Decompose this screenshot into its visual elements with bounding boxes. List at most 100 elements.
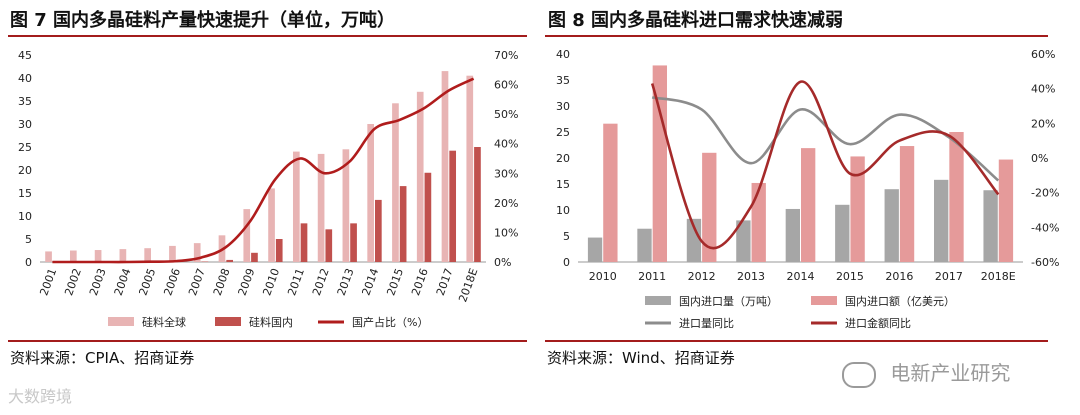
- left-title-rule: [8, 35, 527, 37]
- right-bar-b: [949, 132, 964, 262]
- left-bar-b: [275, 239, 283, 262]
- left-yleft-tick: 10: [18, 210, 32, 223]
- left-bar-b: [474, 147, 481, 262]
- left-x-tick: 2016: [409, 267, 431, 298]
- left-yleft-tick: 5: [25, 233, 32, 246]
- right-x-tick: 2013: [737, 270, 765, 283]
- right-bar-a: [934, 179, 949, 262]
- right-yleft-tick: 5: [563, 230, 570, 243]
- right-x-tick: 2016: [885, 270, 913, 283]
- left-yleft-tick: 15: [18, 187, 32, 200]
- left-bar-a: [193, 243, 201, 262]
- left-x-tick: 2002: [62, 267, 84, 298]
- right-yright-tick: -60%: [1031, 256, 1059, 269]
- left-legend-label: 国产占比（%）: [352, 315, 428, 329]
- right-yright-tick: 40%: [1031, 83, 1055, 96]
- right-bar-a: [884, 189, 899, 262]
- left-x-tick: 2004: [112, 267, 134, 298]
- left-bar-a: [243, 209, 251, 262]
- right-x-tick: 2015: [836, 270, 864, 283]
- right-yleft-tick: 15: [556, 178, 570, 191]
- right-x-tick: 2012: [688, 270, 716, 283]
- watermark-left: 大数跨境: [8, 387, 73, 406]
- right-legend-label: 进口量同比: [679, 317, 734, 330]
- right-bar-b: [751, 182, 766, 262]
- right-bar-a: [835, 204, 850, 262]
- right-legend-swatch: [645, 296, 671, 305]
- left-x-tick: 2011: [285, 267, 307, 298]
- right-yleft-tick: 20: [556, 152, 570, 165]
- right-source-note: 资料来源：Wind、招商证券: [547, 349, 735, 367]
- left-bar-b: [300, 223, 308, 262]
- right-title-rule: [545, 35, 1048, 37]
- left-bar-a: [466, 75, 474, 262]
- left-bar-a: [441, 71, 449, 262]
- left-x-tick: 2006: [161, 267, 183, 298]
- left-bar-b: [399, 186, 407, 262]
- left-yright-tick: 30%: [494, 167, 518, 180]
- left-bar-a: [268, 188, 275, 262]
- left-bar-a: [169, 245, 176, 262]
- left-bar-a: [144, 248, 151, 262]
- left-x-tick: 2008: [211, 267, 233, 298]
- right-bar-a: [785, 208, 800, 262]
- left-yright-tick: 50%: [494, 108, 518, 121]
- left-legend-swatch: [108, 317, 134, 326]
- left-x-tick: 2010: [260, 267, 282, 298]
- left-bar-b: [350, 223, 357, 262]
- left-bar-a: [416, 91, 424, 262]
- left-yleft-tick: 0: [25, 256, 32, 269]
- left-x-tick: 2005: [137, 267, 159, 298]
- left-yleft-tick: 20: [18, 164, 32, 177]
- right-bar-b: [702, 152, 717, 262]
- right-bar-b: [998, 159, 1014, 262]
- right-yright-tick: 0%: [1031, 152, 1048, 165]
- left-yright-tick: 0%: [494, 256, 511, 269]
- left-x-tick: 2007: [186, 267, 208, 298]
- right-chart-title: 图 8 国内多晶硅料进口需求快速减弱: [548, 10, 844, 31]
- right-x-tick: 2018E: [981, 270, 1016, 283]
- left-x-tick: 2018E: [456, 267, 480, 304]
- left-yleft-tick: 35: [18, 95, 32, 108]
- left-bar-b: [226, 259, 234, 262]
- left-bar-a: [292, 151, 300, 262]
- right-yright-tick: 60%: [1031, 48, 1055, 61]
- left-source-rule: [8, 340, 527, 342]
- right-legend-swatch: [811, 296, 837, 305]
- left-bar-b: [449, 150, 457, 262]
- left-bar-b: [325, 229, 333, 262]
- right-yleft-tick: 40: [556, 48, 570, 61]
- left-bar-a: [367, 124, 374, 262]
- left-yleft-tick: 25: [18, 141, 32, 154]
- right-source-rule: [545, 340, 1048, 342]
- right-yleft-tick: 35: [556, 74, 570, 87]
- left-x-tick: 2013: [335, 267, 357, 298]
- left-yleft-tick: 45: [18, 49, 32, 62]
- right-x-tick: 2010: [589, 270, 617, 283]
- left-chart-title: 图 7 国内多晶硅料产量快速提升（单位，万吨）: [10, 10, 396, 31]
- right-yleft-tick: 30: [556, 100, 570, 113]
- right-line-1: [650, 80, 1000, 250]
- right-bar-a: [736, 220, 751, 262]
- left-yleft-tick: 40: [18, 72, 32, 85]
- left-x-tick: 2003: [87, 267, 109, 298]
- watermark-right-text: 电新产业研究: [890, 361, 1011, 385]
- watermark-right: 电新产业研究: [842, 357, 1010, 388]
- right-yleft-tick: 10: [556, 204, 570, 217]
- left-yright-tick: 70%: [494, 49, 518, 62]
- right-bar-a: [637, 228, 652, 262]
- left-yright-tick: 10%: [494, 226, 518, 239]
- right-bar-b: [603, 123, 618, 263]
- right-yright-tick: 20%: [1031, 117, 1055, 130]
- right-chart: 0 5 10 15 20 25 30 35 40 -60% -40% -20% 0% 20% 40% 60% 2…: [556, 48, 1059, 330]
- left-source-note: 资料来源：CPIA、招商证券: [10, 349, 195, 367]
- left-bar-a: [119, 249, 127, 262]
- right-legend-label: 进口金额同比: [845, 316, 911, 330]
- wechat-logo-icon: [842, 361, 876, 388]
- left-legend-label: 硅料全球: [142, 315, 186, 329]
- left-x-tick: 2017: [434, 267, 456, 298]
- left-bar-a: [392, 103, 399, 262]
- right-legend-label: 国内进口量（万吨）: [679, 294, 778, 308]
- right-x-tick: 2017: [935, 270, 963, 283]
- right-x-tick: 2011: [638, 270, 666, 283]
